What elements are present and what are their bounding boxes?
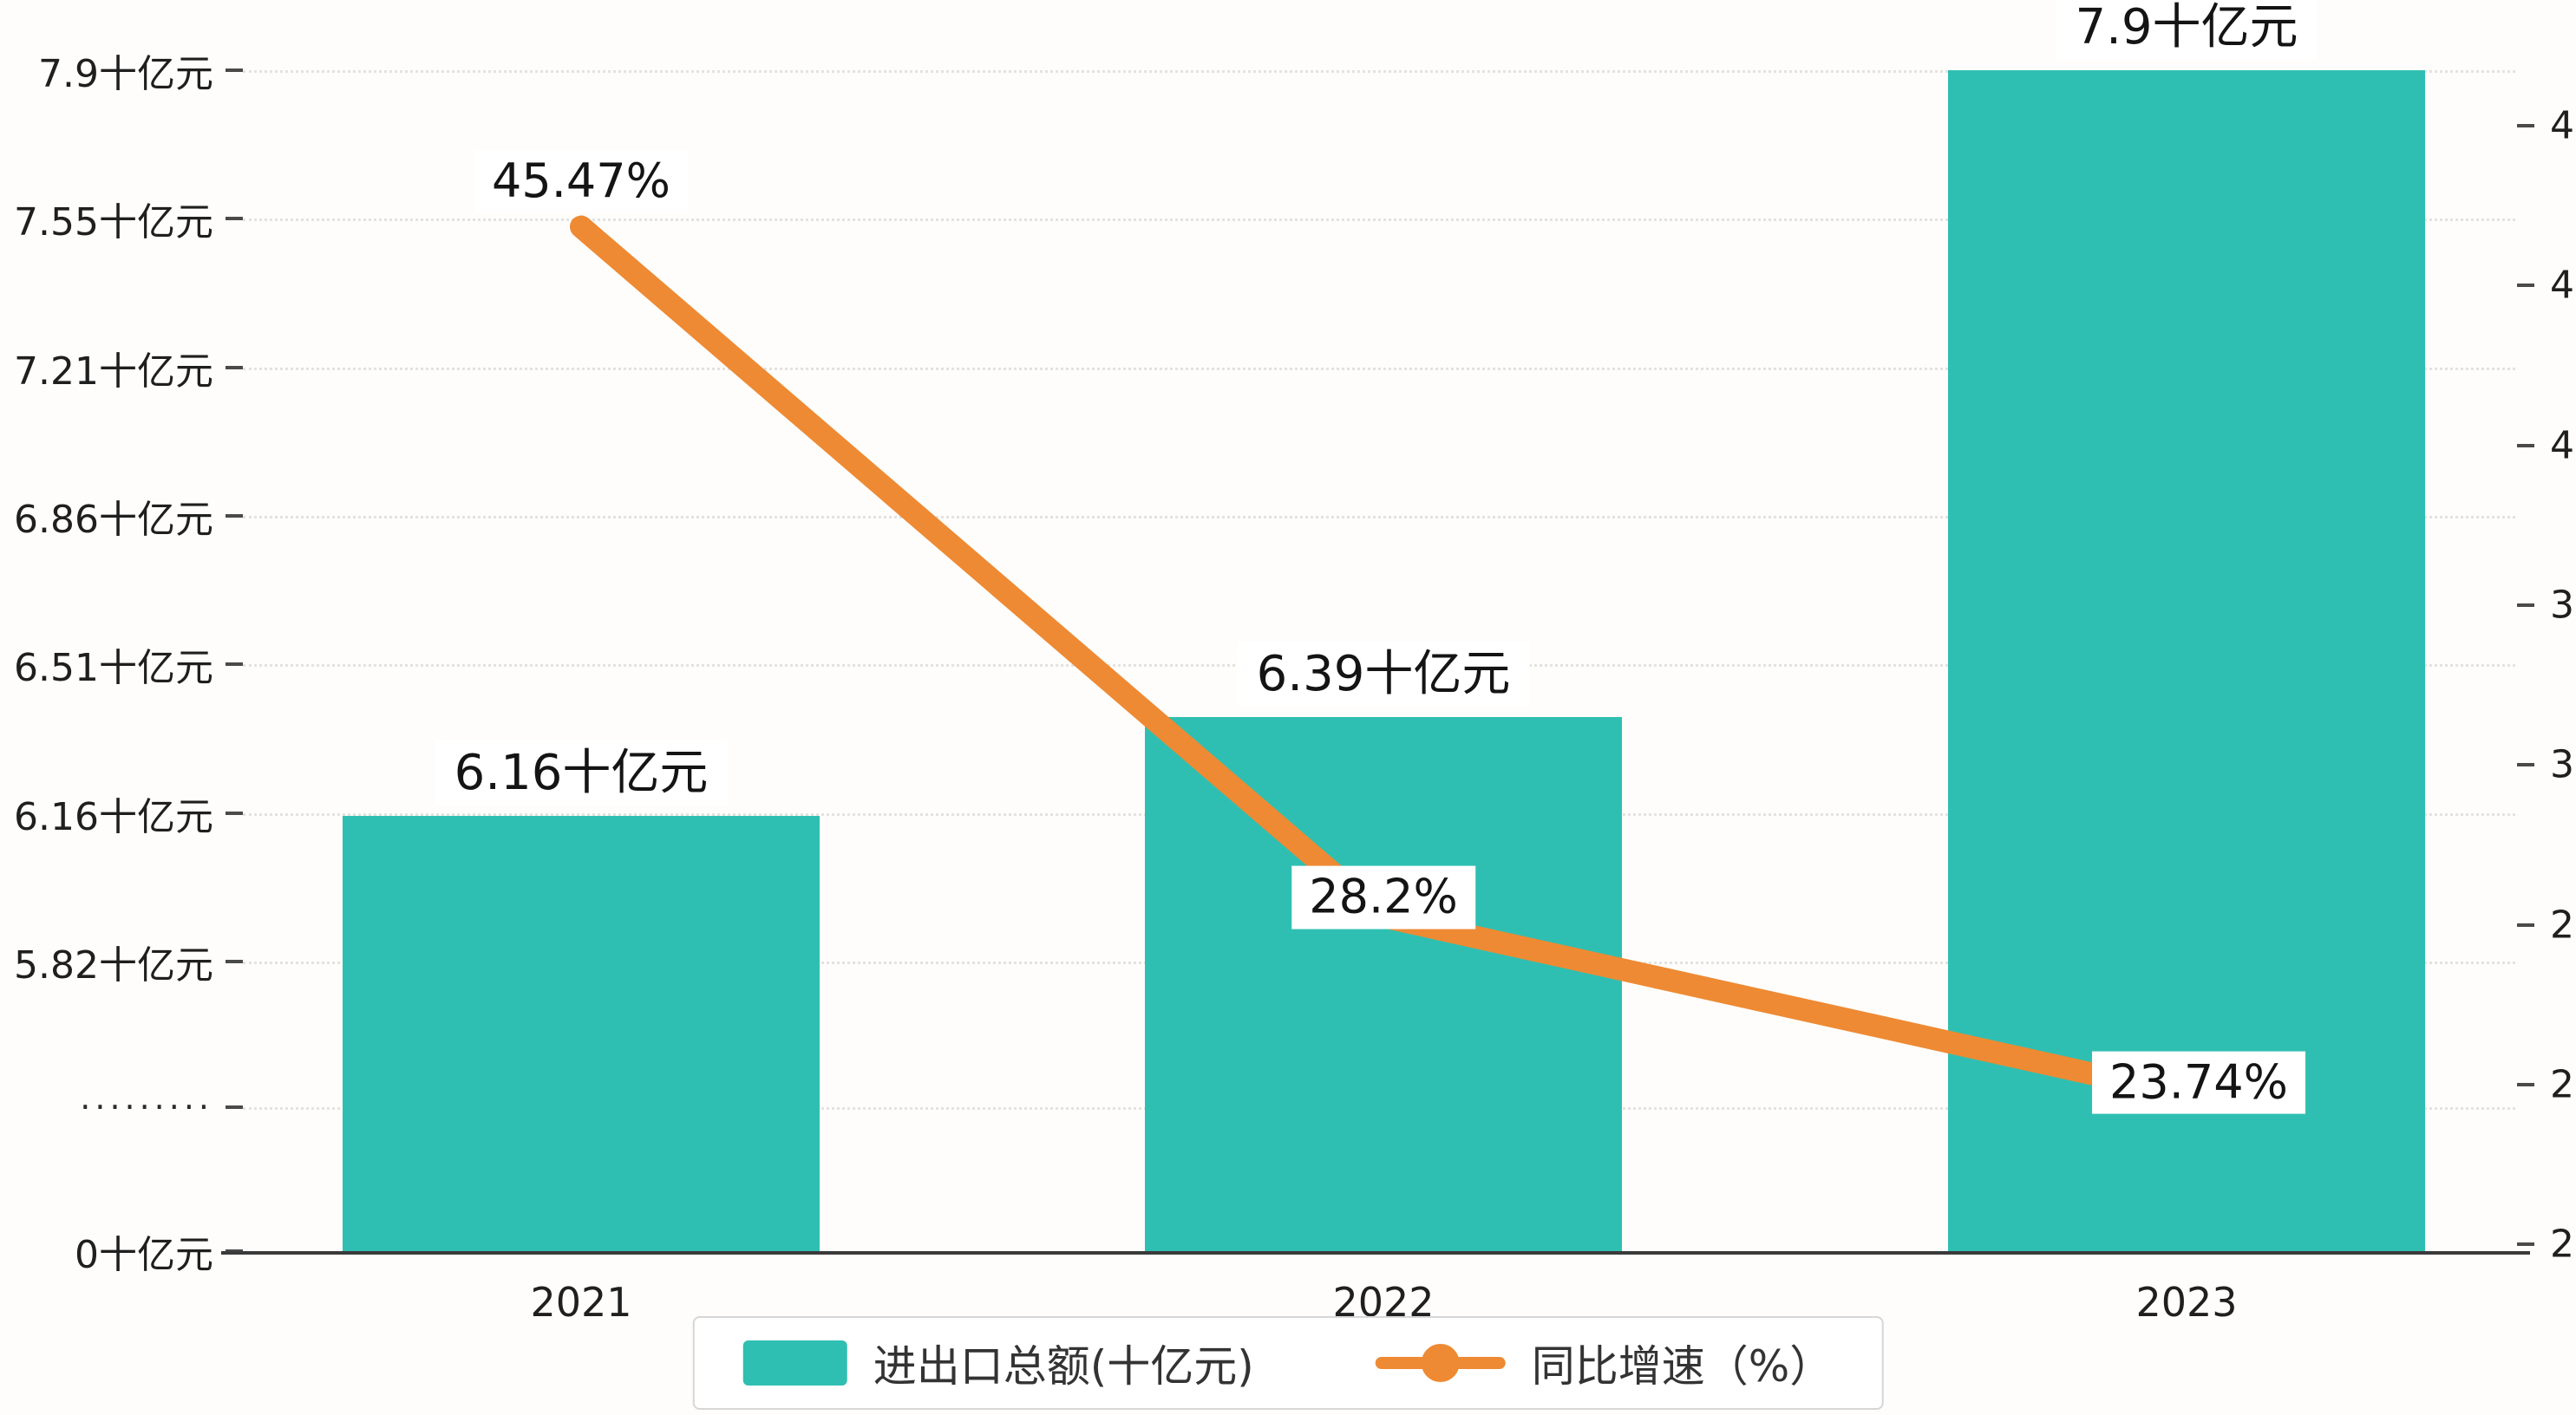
y-axis-right-tick-label: 48 <box>2550 103 2576 148</box>
bar-2022 <box>1145 717 1622 1251</box>
y-axis-left-tick-mark <box>226 217 243 221</box>
y-axis-left-tick-mark <box>226 1105 243 1109</box>
y-axis-left-tick-label: 6.16十亿元 <box>14 794 213 839</box>
y-axis-left-tick-label: 6.86十亿元 <box>14 497 213 542</box>
line-series-marker <box>1375 1344 1506 1382</box>
line-value-label: 45.47% <box>474 149 688 213</box>
bar-2021 <box>343 815 820 1251</box>
y-axis-left-tick-label: 7.21十亿元 <box>14 349 213 394</box>
y-axis-right-tick-mark <box>2517 1082 2534 1086</box>
y-axis-right-tick-mark <box>2517 443 2534 447</box>
y-axis-right-tick-label: 24 <box>2550 1062 2576 1107</box>
y-axis-left-tick-label: 5.82十亿元 <box>14 942 213 988</box>
line-series-dot <box>1421 1344 1460 1382</box>
y-axis-left-tick-label: 7.9十亿元 <box>38 52 213 96</box>
y-axis-right-tick-label: 32 <box>2550 742 2576 787</box>
line-value-label: 28.2% <box>1291 865 1475 929</box>
x-axis-line <box>221 1251 2530 1255</box>
y-axis-left-tick-label: 7.55十亿元 <box>14 200 213 245</box>
bar-series-swatch <box>742 1340 847 1386</box>
bar-value-label: 6.39十亿元 <box>1237 642 1530 708</box>
y-axis-left-tick-label: 0十亿元 <box>75 1233 213 1277</box>
y-axis-left-tick-mark <box>226 365 243 369</box>
legend-item[interactable]: 同比增速（%） <box>1375 1332 1834 1394</box>
y-axis-right-tick-mark <box>2517 284 2534 288</box>
y-axis-right-tick-label: 40 <box>2550 423 2576 468</box>
y-axis-right-tick-label: 28 <box>2550 903 2576 947</box>
legend-item-label: 同比增速（%） <box>1531 1341 1834 1392</box>
y-axis-right-tick-mark <box>2517 124 2534 127</box>
y-axis-left-tick-mark <box>226 68 243 72</box>
y-axis-left-tick-label: 6.51十亿元 <box>14 646 213 691</box>
y-axis-right-tick-mark <box>2517 763 2534 767</box>
y-axis-right-tick-label: 36 <box>2550 583 2576 628</box>
y-axis-left-tick-mark <box>226 811 243 815</box>
y-axis-right-tick-mark <box>2517 1242 2534 1247</box>
gridline <box>243 70 2515 73</box>
y-axis-right-tick-mark <box>2517 923 2534 927</box>
legend: 进出口总额(十亿元) 同比增速（%） <box>692 1316 1884 1410</box>
y-axis-break-marker: ········· <box>80 1088 213 1126</box>
y-axis-left-tick-mark <box>226 959 243 963</box>
x-axis-tick-label: 2023 <box>2135 1279 2238 1326</box>
y-axis-right-tick-mark <box>2517 603 2534 607</box>
line-value-label: 23.74% <box>2092 1051 2305 1115</box>
bar-value-label: 6.16十亿元 <box>435 740 728 805</box>
legend-item[interactable]: 进出口总额(十亿元) <box>742 1332 1254 1394</box>
bar-value-label: 7.9十亿元 <box>2056 0 2318 60</box>
x-axis-tick-label: 2021 <box>530 1279 632 1326</box>
y-axis-left-tick-mark <box>226 662 243 667</box>
y-axis-right-tick-label: 20 <box>2550 1222 2576 1267</box>
legend-item-label: 进出口总额(十亿元) <box>873 1341 1254 1392</box>
y-axis-left-tick-mark <box>226 513 243 518</box>
y-axis-right-tick-label: 44 <box>2550 263 2576 308</box>
